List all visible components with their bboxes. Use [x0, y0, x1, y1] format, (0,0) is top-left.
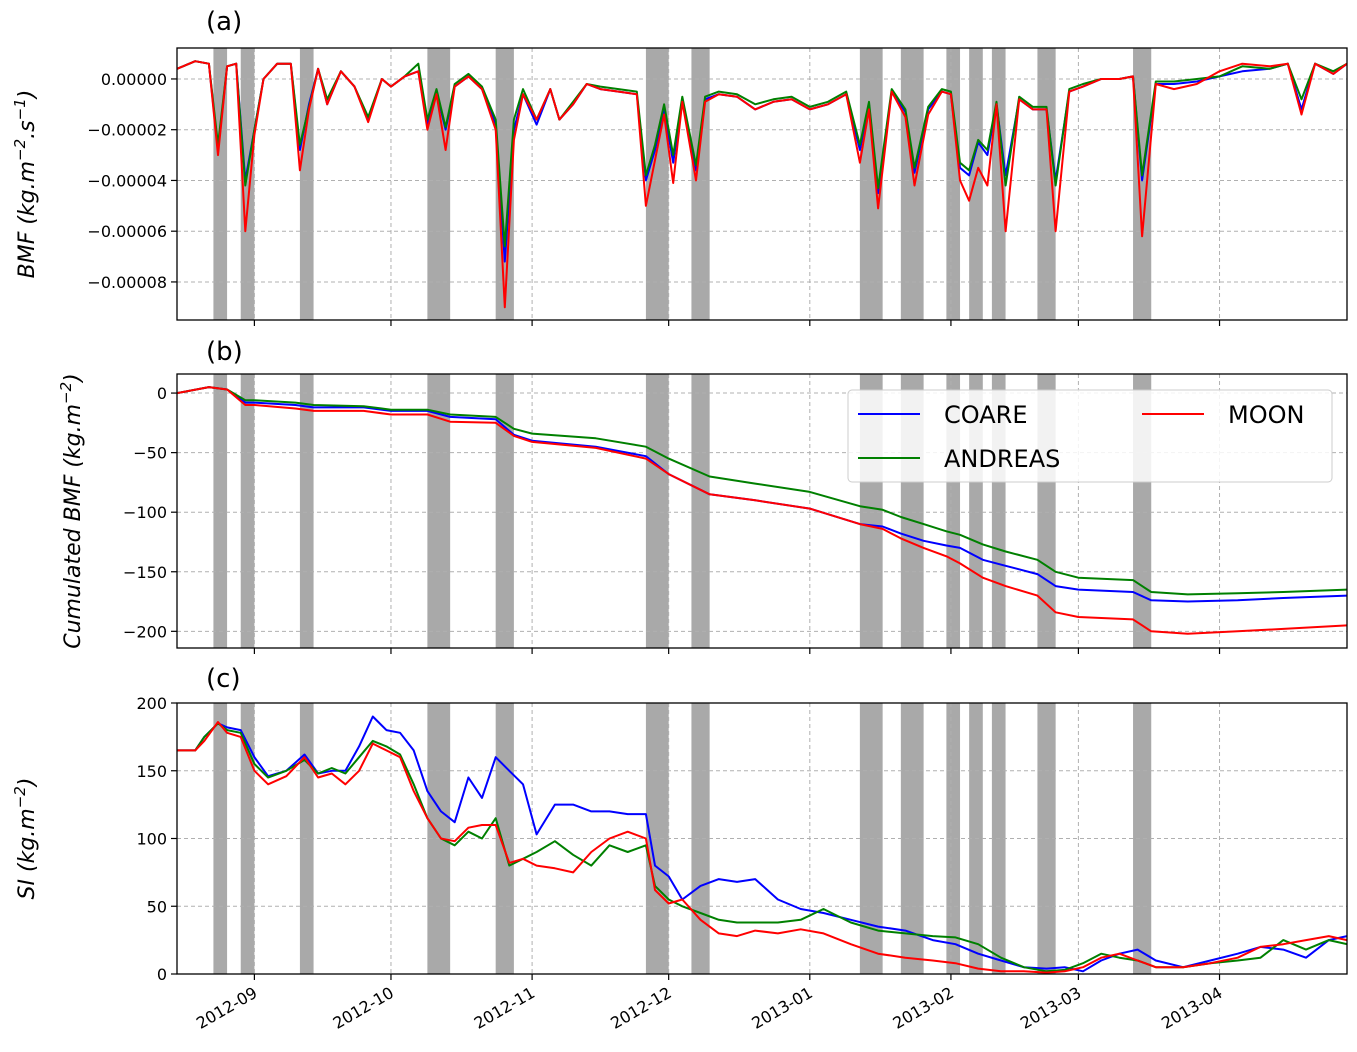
panel-label: (a)	[206, 7, 242, 37]
y-tick-label: −0.00008	[87, 273, 167, 292]
legend-label-andreas: ANDREAS	[944, 445, 1060, 473]
y-tick-label: 0.00000	[101, 70, 167, 89]
y-axis-label: SI (kg.m−2)	[11, 778, 40, 900]
y-tick-label: 0	[157, 384, 167, 403]
y-tick-label: 50	[147, 897, 167, 916]
panel-a-bmf: 0.00000 −0.00002 −0.00004 −0.00006 −0.00008 (…	[11, 7, 1348, 326]
panel-b-cumulated-bmf: 0 −50 −100 −150 −200 (b) Cumulated BMF (kg.m−2…	[57, 337, 1348, 654]
y-tick-label: −0.00002	[87, 121, 167, 140]
y-tick-label: −50	[133, 444, 167, 463]
y-axis-label: BMF (kg.m−2.s−1)	[11, 90, 40, 279]
series-line-andreas	[177, 386, 1347, 596]
shaded-period-4	[427, 374, 451, 648]
shaded-period-3	[299, 48, 314, 320]
shaded-period-4	[427, 48, 451, 320]
x-tick-label: 2013-02	[890, 983, 957, 1033]
x-axis-date-labels: 2012-09 2012-10 2012-11 2012-12 2013-01 2013-…	[193, 983, 1226, 1033]
legend-label-moon: MOON	[1228, 401, 1304, 429]
shaded-period-5	[495, 703, 514, 974]
y-tick-label: 0	[157, 965, 167, 984]
shaded-period-2	[240, 48, 255, 320]
x-tick-label: 2012-12	[607, 983, 674, 1033]
y-tick-label: −200	[123, 622, 167, 641]
shaded-period-5	[495, 374, 514, 648]
y-tick-label: −150	[123, 563, 167, 582]
x-tick-label: 2012-10	[330, 983, 397, 1033]
panel-c-si: 0 50 100 150 200 (c) SI (kg.m−2)	[11, 664, 1348, 984]
shaded-period-1	[213, 374, 228, 648]
shaded-period-2	[240, 374, 255, 648]
shaded-period-5	[495, 48, 514, 320]
x-tick-label: 2012-11	[471, 983, 538, 1033]
panel-label: (b)	[206, 337, 243, 367]
shaded-period-1	[213, 48, 228, 320]
plot-frame	[176, 373, 1348, 649]
y-tick-label: 200	[136, 694, 167, 713]
x-tick-label: 2013-03	[1017, 983, 1084, 1033]
shaded-period-7	[691, 48, 710, 320]
series-line-moon	[177, 721, 1347, 974]
shaded-period-6	[645, 374, 669, 648]
y-tick-label: 150	[136, 762, 167, 781]
shaded-period-3	[299, 374, 314, 648]
y-tick-label: −100	[123, 503, 167, 522]
series-line-andreas	[177, 722, 1347, 973]
x-tick-label: 2013-01	[748, 983, 815, 1033]
panel-label: (c)	[206, 664, 241, 694]
shaded-period-11	[969, 48, 983, 320]
y-tick-label: −0.00004	[87, 171, 167, 190]
shaded-period-9	[900, 48, 924, 320]
x-tick-label: 2013-04	[1158, 983, 1225, 1033]
legend: COARE ANDREAS MOON	[847, 389, 1333, 483]
y-tick-label: −0.00006	[87, 222, 167, 241]
shaded-period-13	[1037, 48, 1056, 320]
shaded-period-14	[1133, 703, 1152, 974]
series-line-moon	[177, 386, 1347, 635]
plot-frame	[176, 47, 1348, 321]
series-line-coare	[177, 715, 1347, 973]
shaded-period-10	[946, 48, 961, 320]
shaded-period-12	[991, 48, 1006, 320]
shaded-period-7	[691, 374, 710, 648]
legend-box	[847, 389, 1333, 483]
x-tick-label: 2012-09	[193, 983, 260, 1033]
y-axis-label: Cumulated BMF (kg.m−2)	[57, 373, 86, 649]
shaded-period-7	[691, 703, 710, 974]
legend-label-coare: COARE	[944, 401, 1027, 429]
y-tick-label: 100	[136, 830, 167, 849]
series-line-moon	[177, 60, 1347, 309]
shaded-period-14	[1133, 48, 1152, 320]
